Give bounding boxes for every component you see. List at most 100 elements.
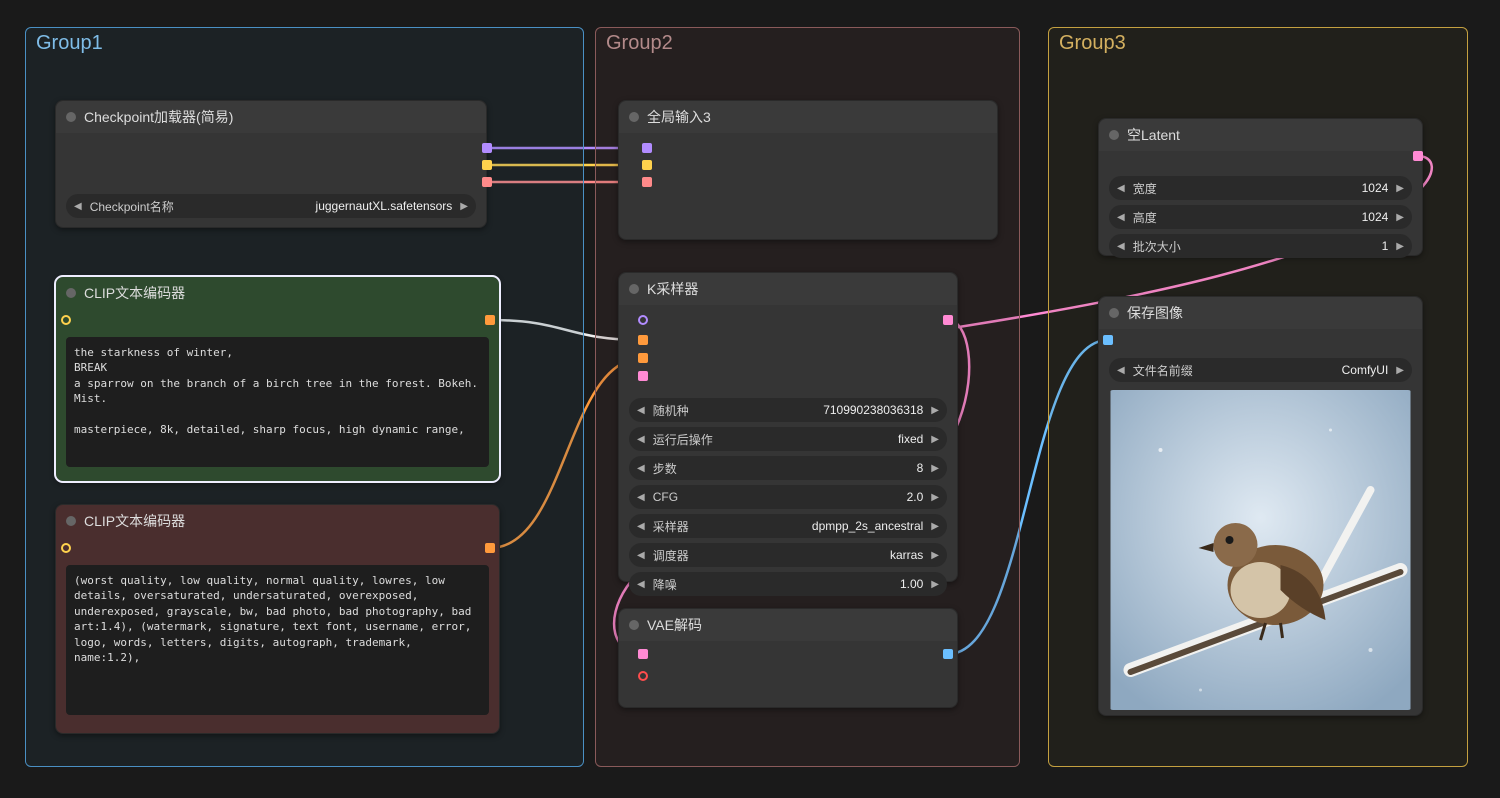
arrow-right-icon[interactable]: ▶ [927, 492, 943, 503]
node-title: 全局输入3 [647, 107, 711, 127]
group-title: Group3 [1059, 32, 1126, 55]
port-checkpoint_out_model[interactable] [482, 143, 492, 153]
node-body [619, 133, 997, 149]
port-global_in_model[interactable] [642, 143, 652, 153]
port-ks_in_neg[interactable] [638, 353, 648, 363]
node-body: ◀文件名前缀ComfyUI▶ [1099, 329, 1422, 718]
arrow-left-icon[interactable]: ◀ [633, 492, 649, 503]
node-header[interactable]: 空Latent [1099, 119, 1422, 151]
node-title: Checkpoint加载器(简易) [84, 107, 233, 127]
arrow-left-icon[interactable]: ◀ [633, 550, 649, 561]
arrow-right-icon[interactable]: ▶ [927, 405, 943, 416]
port-ks_out_latent[interactable] [943, 315, 953, 325]
node-header[interactable]: K采样器 [619, 273, 957, 305]
port-save_in_img[interactable] [1103, 335, 1113, 345]
port-ks_in_pos[interactable] [638, 335, 648, 345]
collapse-dot[interactable] [66, 516, 76, 526]
node-ksampler[interactable]: K采样器 ◀随机种710990238036318▶ ◀运行后操作fixed▶ ◀步数8… [618, 272, 958, 582]
arrow-left-icon[interactable]: ◀ [633, 521, 649, 532]
arrow-right-icon[interactable]: ▶ [1392, 241, 1408, 252]
arrow-left-icon[interactable]: ◀ [1113, 365, 1129, 376]
port-clip_neg_out[interactable] [485, 543, 495, 553]
node-body: ◀随机种710990238036318▶ ◀运行后操作fixed▶ ◀步数8▶ ◀CF… [619, 305, 957, 609]
arrow-right-icon[interactable]: ▶ [456, 201, 472, 212]
node-vae-decode[interactable]: VAE解码 [618, 608, 958, 708]
node-empty-latent[interactable]: 空Latent ◀宽度1024▶ ◀高度1024▶ ◀批次大小1▶ [1098, 118, 1423, 256]
node-global-input[interactable]: 全局输入3 [618, 100, 998, 240]
arrow-right-icon[interactable]: ▶ [927, 434, 943, 445]
widget-降噪[interactable]: ◀降噪1.00▶ [629, 572, 947, 596]
widget-运行后操作[interactable]: ◀运行后操作fixed▶ [629, 427, 947, 451]
arrow-right-icon[interactable]: ▶ [927, 521, 943, 532]
arrow-right-icon[interactable]: ▶ [1392, 365, 1408, 376]
widget-label: 调度器 [649, 547, 689, 564]
collapse-dot[interactable] [629, 620, 639, 630]
port-clip_pos_in[interactable] [61, 315, 71, 325]
collapse-dot[interactable] [66, 112, 76, 122]
node-header[interactable]: 保存图像 [1099, 297, 1422, 329]
widget-label: 批次大小 [1129, 238, 1181, 255]
collapse-dot[interactable] [66, 288, 76, 298]
node-body [56, 537, 499, 728]
widget-value: juggernautXL.safetensors [174, 199, 457, 213]
node-header[interactable]: Checkpoint加载器(简易) [56, 101, 486, 133]
widget-随机种[interactable]: ◀随机种710990238036318▶ [629, 398, 947, 422]
prompt-textarea[interactable] [66, 337, 489, 467]
node-header[interactable]: CLIP文本编码器 [56, 505, 499, 537]
widget-采样器[interactable]: ◀采样器dpmpp_2s_ancestral▶ [629, 514, 947, 538]
arrow-right-icon[interactable]: ▶ [1392, 183, 1408, 194]
arrow-right-icon[interactable]: ▶ [927, 579, 943, 590]
port-global_in_clip[interactable] [642, 160, 652, 170]
port-checkpoint_out_clip[interactable] [482, 160, 492, 170]
node-header[interactable]: 全局输入3 [619, 101, 997, 133]
widget-value: 2.0 [678, 490, 927, 504]
node-clip-pos[interactable]: CLIP文本编码器 [55, 276, 500, 482]
node-clip-neg[interactable]: CLIP文本编码器 [55, 504, 500, 734]
port-clip_neg_in[interactable] [61, 543, 71, 553]
widget-label: 高度 [1129, 209, 1157, 226]
node-header[interactable]: VAE解码 [619, 609, 957, 641]
port-clip_pos_out[interactable] [485, 315, 495, 325]
widget-调度器[interactable]: ◀调度器karras▶ [629, 543, 947, 567]
widget-label: 宽度 [1129, 180, 1157, 197]
port-latent_out[interactable] [1413, 151, 1423, 161]
port-vae_in_latent[interactable] [638, 649, 648, 659]
node-title: K采样器 [647, 279, 698, 299]
port-checkpoint_out_vae[interactable] [482, 177, 492, 187]
collapse-dot[interactable] [1109, 308, 1119, 318]
widget-CFG[interactable]: ◀CFG2.0▶ [629, 485, 947, 509]
widget-批次大小[interactable]: ◀批次大小1▶ [1109, 234, 1412, 258]
port-global_in_vae[interactable] [642, 177, 652, 187]
arrow-left-icon[interactable]: ◀ [633, 463, 649, 474]
widget-label: Checkpoint名称 [86, 198, 174, 215]
widget-Checkpoint名称[interactable]: ◀Checkpoint名称juggernautXL.safetensors▶ [66, 194, 476, 218]
arrow-left-icon[interactable]: ◀ [1113, 183, 1129, 194]
arrow-left-icon[interactable]: ◀ [633, 405, 649, 416]
widget-文件名前缀[interactable]: ◀文件名前缀ComfyUI▶ [1109, 358, 1412, 382]
output-image-preview[interactable] [1109, 390, 1412, 710]
arrow-right-icon[interactable]: ▶ [1392, 212, 1408, 223]
collapse-dot[interactable] [629, 284, 639, 294]
collapse-dot[interactable] [1109, 130, 1119, 140]
arrow-right-icon[interactable]: ▶ [927, 550, 943, 561]
collapse-dot[interactable] [629, 112, 639, 122]
port-vae_out_img[interactable] [943, 649, 953, 659]
arrow-left-icon[interactable]: ◀ [633, 434, 649, 445]
widget-value: 710990238036318 [689, 403, 928, 417]
node-save-image[interactable]: 保存图像 ◀文件名前缀ComfyUI▶ [1098, 296, 1423, 716]
widget-步数[interactable]: ◀步数8▶ [629, 456, 947, 480]
port-vae_in_vae[interactable] [638, 671, 648, 681]
arrow-left-icon[interactable]: ◀ [1113, 241, 1129, 252]
arrow-right-icon[interactable]: ▶ [927, 463, 943, 474]
port-ks_in_latent[interactable] [638, 371, 648, 381]
node-checkpoint[interactable]: Checkpoint加载器(简易) ◀Checkpoint名称juggernaut… [55, 100, 487, 228]
negative-prompt-textarea[interactable] [66, 565, 489, 715]
arrow-left-icon[interactable]: ◀ [633, 579, 649, 590]
node-header[interactable]: CLIP文本编码器 [56, 277, 499, 309]
widget-宽度[interactable]: ◀宽度1024▶ [1109, 176, 1412, 200]
node-canvas[interactable]: Group1Group2Group3Checkpoint加载器(简易)◀Chec… [0, 0, 1500, 798]
port-ks_in_model[interactable] [638, 315, 648, 325]
widget-高度[interactable]: ◀高度1024▶ [1109, 205, 1412, 229]
arrow-left-icon[interactable]: ◀ [1113, 212, 1129, 223]
arrow-left-icon[interactable]: ◀ [70, 201, 86, 212]
